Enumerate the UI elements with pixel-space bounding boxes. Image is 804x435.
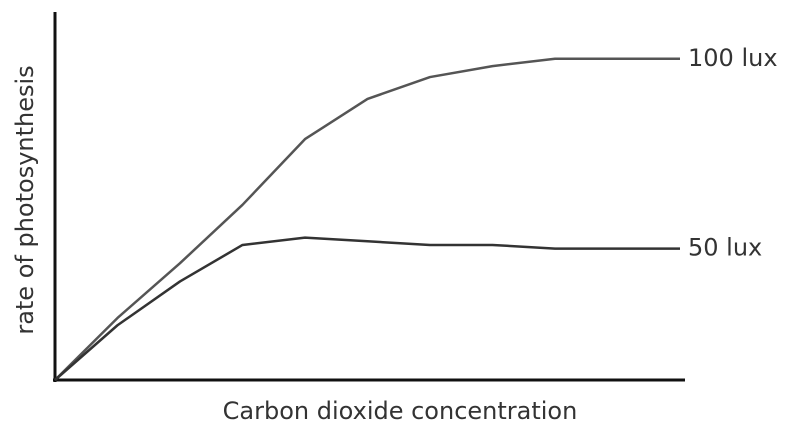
series-label: 50 lux	[688, 234, 762, 262]
series-line	[55, 59, 680, 380]
x-axis-label: Carbon dioxide concentration	[223, 397, 578, 425]
page: {"chart_data": {"type": "line", "x_label…	[0, 0, 804, 435]
series-label: 100 lux	[688, 44, 778, 72]
series-line	[55, 238, 680, 380]
y-axis-label: rate of photosynthesis	[11, 65, 39, 334]
chart: Carbon dioxide concentration rate of pho…	[0, 0, 804, 435]
